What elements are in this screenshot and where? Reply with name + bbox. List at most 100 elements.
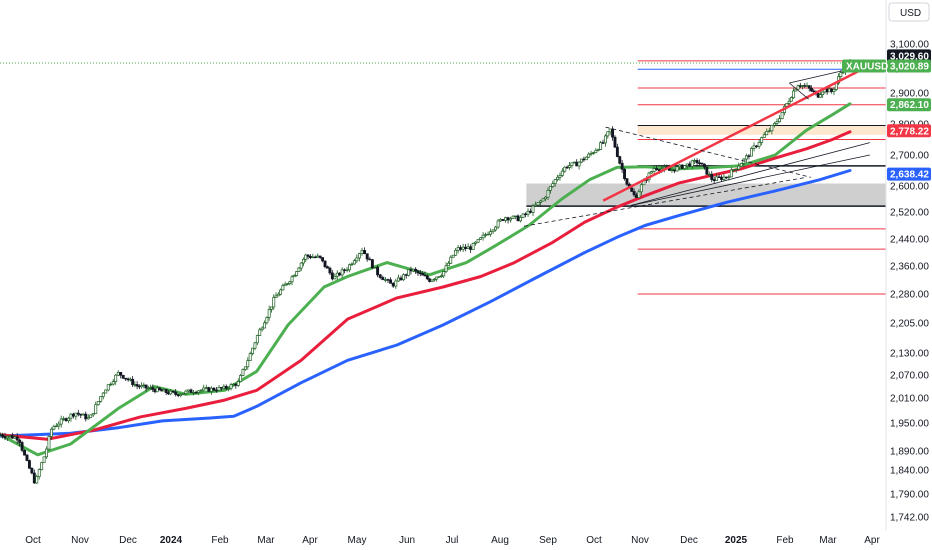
- candle-body: [297, 267, 301, 272]
- candle-body: [437, 276, 441, 278]
- candle-body: [25, 454, 29, 461]
- candle-body: [407, 269, 411, 276]
- x-tick-label: Dec: [680, 535, 698, 546]
- candle-body: [464, 246, 468, 249]
- y-tick-label: 2,900.00: [890, 89, 929, 100]
- x-tick-label: Aug: [491, 535, 509, 546]
- candle-body: [54, 425, 58, 428]
- candle-body: [639, 184, 643, 193]
- candle-body: [313, 256, 317, 259]
- candle-body: [558, 175, 562, 178]
- candle-body: [673, 169, 676, 172]
- candle-body: [340, 269, 344, 276]
- moving-average-line: [0, 102, 852, 457]
- y-tick-label: 2,440.00: [890, 235, 929, 246]
- candle-body: [635, 194, 638, 198]
- candle-body: [381, 277, 385, 281]
- candle-body: [770, 125, 774, 132]
- candle-body: [330, 272, 334, 280]
- candle-body: [0, 434, 2, 436]
- candle-body: [707, 173, 711, 176]
- candle-body: [376, 266, 380, 276]
- x-tick-label: Mar: [257, 535, 275, 546]
- candle-body: [456, 247, 460, 251]
- candle-body: [258, 329, 262, 336]
- candle-body: [128, 378, 132, 381]
- price-axis-panel[interactable]: [886, 0, 932, 550]
- candle-body: [580, 158, 583, 163]
- candle-body: [23, 450, 26, 456]
- price-badge-value: 3,020.89: [890, 61, 929, 72]
- candle-body: [529, 210, 532, 213]
- candle-body: [267, 309, 271, 318]
- candle-body: [796, 85, 800, 90]
- candle-body: [373, 266, 377, 269]
- candle-body: [439, 275, 443, 277]
- candle-body: [260, 327, 264, 331]
- candle-body: [442, 271, 446, 277]
- candle-body: [630, 187, 634, 192]
- candle-body: [739, 163, 743, 167]
- candle-body: [710, 173, 714, 180]
- candle-body: [601, 142, 605, 144]
- candle-body: [265, 317, 269, 324]
- candle-body: [121, 374, 125, 379]
- candle-body: [805, 85, 809, 87]
- candle-body: [491, 229, 495, 233]
- y-tick-label: 2,205.00: [890, 319, 929, 330]
- candle-body: [432, 278, 436, 281]
- candle-body: [775, 121, 779, 124]
- candle-body: [499, 219, 503, 222]
- candle-body: [335, 272, 339, 277]
- candle-body: [119, 372, 123, 376]
- candle-body: [189, 389, 193, 393]
- x-tick-label: Oct: [25, 535, 41, 546]
- y-tick-label: 2,600.00: [890, 182, 929, 193]
- candle-body: [755, 145, 759, 148]
- candle-body: [637, 191, 641, 198]
- candle-body: [695, 160, 699, 164]
- candle-body: [553, 179, 557, 184]
- candle-body: [279, 289, 283, 295]
- candle-body: [524, 213, 527, 216]
- y-tick-label: 2,130.00: [890, 349, 929, 360]
- candle-body: [724, 176, 728, 179]
- candle-body: [526, 210, 530, 215]
- candle-body: [446, 262, 450, 267]
- x-tick-label: 2024: [160, 535, 183, 546]
- candle-body: [308, 256, 312, 259]
- candle-body: [757, 142, 761, 147]
- candle-body: [471, 243, 475, 250]
- x-tick-label: Apr: [864, 535, 880, 546]
- candle-body: [486, 233, 490, 236]
- candle-body: [76, 412, 80, 415]
- candle-body: [506, 217, 510, 221]
- candle-body: [428, 278, 432, 282]
- candle-body: [705, 166, 709, 175]
- candle-body: [302, 258, 305, 264]
- candle-body: [780, 112, 784, 119]
- candle-body: [253, 342, 257, 349]
- candle-body: [734, 168, 738, 171]
- candle-body: [311, 256, 315, 259]
- candle-body: [350, 263, 354, 266]
- currency-button[interactable]: [888, 2, 930, 22]
- candle-body: [511, 215, 515, 219]
- candle-body: [399, 277, 403, 281]
- candle-body: [794, 88, 798, 92]
- candlesticks: [0, 58, 852, 484]
- candle-body: [594, 150, 598, 154]
- candle-body: [321, 257, 325, 262]
- currency-label: USD: [900, 8, 921, 19]
- candle-body: [270, 306, 273, 310]
- candle-body: [67, 417, 70, 421]
- candle-body: [670, 169, 674, 172]
- candle-body: [423, 274, 427, 277]
- candle-body: [521, 213, 525, 218]
- y-tick-label: 2,520.00: [890, 208, 929, 219]
- candle-body: [551, 183, 555, 187]
- symbol-badge: [842, 59, 886, 73]
- trendline: [523, 176, 807, 227]
- y-tick-label: 1,950.00: [890, 419, 929, 430]
